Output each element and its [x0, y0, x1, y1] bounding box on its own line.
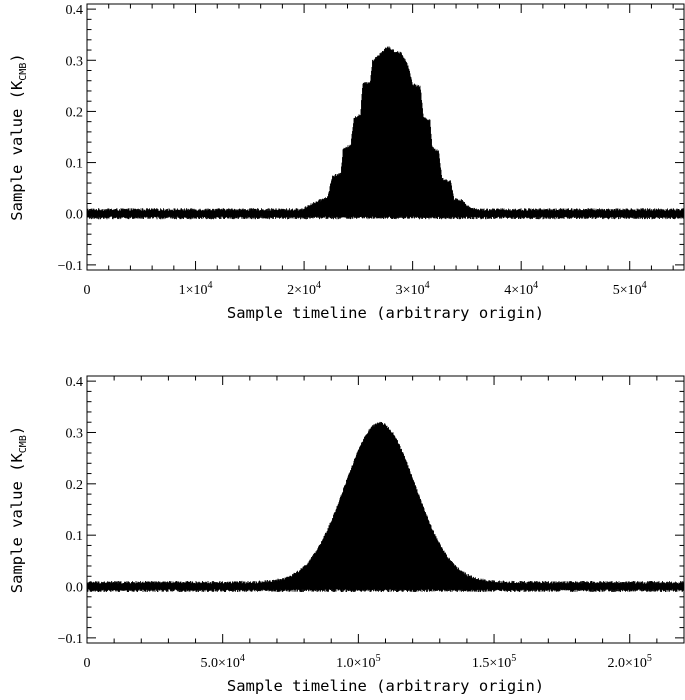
plot-frame [86, 3, 685, 271]
x-tick-label: 5×104 [613, 280, 647, 298]
x-tick-label: 5.0×104 [200, 653, 244, 671]
y-tick-label: 0.0 [66, 208, 84, 223]
y-tick-label: 0.4 [66, 375, 84, 390]
y-tick-label: 0.2 [66, 105, 84, 120]
x-tick-label: 1.0×105 [336, 653, 380, 671]
y-tick-label: −0.1 [58, 632, 83, 647]
x-tick-label: 1.5×105 [472, 653, 516, 671]
x-tick-label: 0 [84, 283, 91, 298]
y-tick-label: −0.1 [58, 259, 83, 274]
y-tick-label: 0.0 [66, 581, 84, 596]
chart-panel-1: 0 1×104 2×104 3×104 4×104 5×104 −0.1 0.0 0.1 0.2 0… [8, 3, 685, 322]
x-tick-label: 3×104 [396, 280, 430, 298]
x-tick-label: 0 [84, 656, 91, 671]
y-tick-label: 0.3 [66, 54, 84, 69]
x-axis-title: Sample timeline (arbitrary origin) [227, 677, 544, 695]
y-tick-label: 0.2 [66, 478, 84, 493]
y-axis-title: Sample value (KCMB) [8, 426, 29, 593]
x-tick-label: 1×104 [179, 280, 213, 298]
x-tick-label: 4×104 [504, 280, 538, 298]
y-axis-title: Sample value (KCMB) [8, 53, 29, 220]
x-tick-label: 2×104 [287, 280, 321, 298]
y-tick-label: 0.3 [66, 426, 84, 441]
y-tick-label: 0.4 [66, 3, 84, 18]
x-axis-title: Sample timeline (arbitrary origin) [227, 304, 544, 322]
series-trace [87, 46, 684, 220]
y-tick-label: 0.1 [66, 157, 84, 172]
y-tick-label: 0.1 [66, 529, 84, 544]
x-tick-label: 2.0×105 [608, 653, 652, 671]
series-trace [87, 421, 684, 593]
chart-panel-2: 0 5.0×104 1.0×105 1.5×105 2.0×105 −0.1 0.0 0.1 0… [8, 375, 685, 695]
